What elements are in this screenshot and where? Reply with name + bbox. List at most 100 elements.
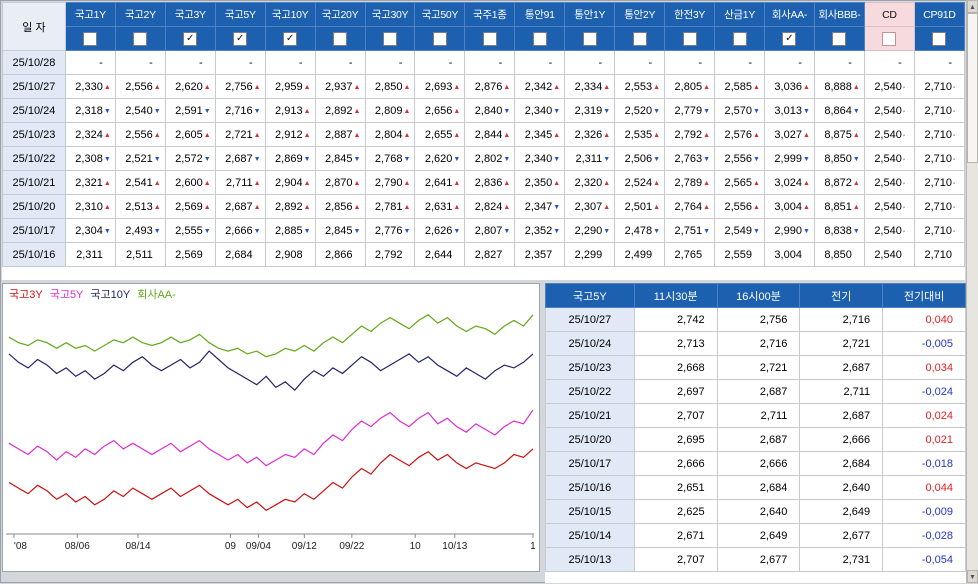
column-header[interactable]: 통안1Y: [564, 2, 616, 27]
detail-date-cell: 25/10/24: [545, 331, 635, 356]
column-header[interactable]: CD: [863, 2, 915, 27]
detail-value-cell: 2,640: [716, 499, 801, 524]
change-up-icon: ▲: [753, 131, 760, 139]
rate-value: 2,824: [474, 200, 503, 213]
change-down-icon: ▼: [203, 107, 211, 115]
detail-row[interactable]: 25/10/13 2,707 2,677 2,731 -0,054: [545, 547, 966, 572]
column-header[interactable]: 국고1Y: [64, 2, 116, 27]
rate-row[interactable]: 25/10/16 2,311 2,511 2,569 2,684 2,908 2,866 2,…: [2, 242, 965, 267]
column-checkbox[interactable]: [133, 31, 148, 46]
change-up-icon: ▲: [103, 179, 111, 187]
column-checkbox-cell: [564, 26, 616, 51]
rate-row[interactable]: 25/10/17 2,304▼ 2,493▼ 2,555▼ 2,666▼ 2,885▼ 2,…: [2, 218, 965, 243]
column-checkbox[interactable]: [932, 31, 947, 46]
column-checkbox[interactable]: [333, 31, 348, 46]
column-header[interactable]: 회사BBB-: [813, 2, 865, 27]
rate-value: 2,541: [125, 176, 153, 189]
detail-row[interactable]: 25/10/22 2,697 2,687 2,711 -0,024: [545, 379, 966, 404]
rate-cell: -: [614, 50, 666, 75]
rate-row[interactable]: 25/10/28 - - - - - - - - - - - - - - - - - -: [2, 50, 965, 75]
column-checkbox[interactable]: [482, 31, 497, 46]
rate-row[interactable]: 25/10/22 2,308▼ 2,521▼ 2,572▼ 2,687▼ 2,869▼ 2,…: [2, 146, 965, 171]
rate-cell: 2,540▪: [863, 74, 915, 99]
column-header[interactable]: 통안91: [514, 2, 566, 27]
column-checkbox[interactable]: [732, 31, 747, 46]
detail-series-header[interactable]: 국고5Y: [545, 283, 635, 308]
change-up-icon: ▲: [303, 83, 311, 91]
rate-value: -: [748, 56, 753, 69]
column-checkbox[interactable]: [532, 31, 547, 46]
detail-row[interactable]: 25/10/17 2,666 2,666 2,684 -0,018: [545, 451, 966, 476]
column-checkbox[interactable]: ✓: [782, 31, 797, 46]
detail-diff-cell: 0,040: [882, 307, 966, 332]
rate-cell: 2,556▲: [114, 74, 166, 99]
detail-row[interactable]: 25/10/23 2,668 2,721 2,687 0,034: [545, 355, 966, 380]
detail-value-cell: 2,677: [799, 523, 884, 548]
detail-value-cell: 2,684: [799, 451, 884, 476]
rate-value: -: [548, 56, 553, 69]
detail-row[interactable]: 25/10/27 2,742 2,756 2,716 0,040: [545, 307, 966, 332]
rate-value: 2,540: [125, 104, 153, 117]
scrollbar-thumb[interactable]: [967, 13, 978, 163]
column-checkbox[interactable]: [382, 31, 397, 46]
detail-row[interactable]: 25/10/14 2,671 2,649 2,677 -0,028: [545, 523, 966, 548]
column-header[interactable]: 회사AA-: [764, 2, 815, 27]
detail-row[interactable]: 25/10/24 2,713 2,716 2,721 -0,005: [545, 331, 966, 356]
change-down-icon: ▼: [103, 107, 111, 115]
change-up-icon: ▲: [253, 131, 261, 139]
column-checkbox[interactable]: [83, 31, 98, 46]
rates-chart: 국고3Y 국고5Y 국고10Y 회사AA- '08 08/06 08/14 09 09/04 0…: [2, 283, 540, 572]
rate-cell: -: [264, 50, 316, 75]
rate-row[interactable]: 25/10/23 2,324▲ 2,556▲ 2,605▲ 2,721▲ 2,912▲ 2,…: [2, 122, 965, 147]
detail-row[interactable]: 25/10/20 2,695 2,687 2,666 0,021: [545, 427, 966, 452]
column-checkbox-cell: ✓: [164, 26, 216, 51]
column-header[interactable]: 국고2Y: [114, 2, 166, 27]
detail-value-cell: 2,687: [799, 403, 884, 428]
rate-row[interactable]: 25/10/21 2,321▲ 2,541▲ 2,600▲ 2,711▲ 2,904▲ 2,…: [2, 170, 965, 195]
rate-row[interactable]: 25/10/27 2,330▲ 2,556▲ 2,620▲ 2,756▲ 2,959▲ 2,…: [2, 74, 965, 99]
vertical-scrollbar[interactable]: ▲ ▼: [966, 0, 978, 583]
rate-cell: 2,887▲: [314, 122, 366, 147]
detail-value-cell: 2,640: [799, 475, 884, 500]
column-header[interactable]: 국고50Y: [414, 2, 466, 27]
scroll-up-icon[interactable]: ▲: [967, 0, 978, 13]
column-checkbox[interactable]: [582, 31, 597, 46]
rate-value: 2,892: [275, 200, 303, 213]
rate-value: -: [648, 56, 653, 69]
change-up-icon: ▲: [303, 179, 311, 187]
daily-rates-grid: 일 자 국고1Y 국고2Y 국고3Y 국고5Y 국고10Y 국고20Y 국고30Y 국고50Y 국…: [2, 2, 965, 267]
column-checkbox[interactable]: [832, 31, 847, 46]
detail-row[interactable]: 25/10/16 2,651 2,684 2,640 0,044: [545, 475, 966, 500]
rate-value: 2,763: [674, 152, 703, 165]
rate-cell: 8,864▼: [813, 98, 865, 123]
column-checkbox[interactable]: ✓: [233, 31, 248, 46]
detail-row[interactable]: 25/10/15 2,625 2,640 2,649 -0,009: [545, 499, 966, 524]
scroll-down-icon[interactable]: ▼: [967, 570, 978, 583]
column-header[interactable]: 국주1종: [464, 2, 516, 27]
change-down-icon: ▼: [603, 107, 611, 115]
detail-value-cell: 2,731: [799, 547, 884, 572]
detail-row[interactable]: 25/10/21 2,707 2,711 2,687 0,024: [545, 403, 966, 428]
rate-value: 2,756: [225, 80, 253, 93]
column-checkbox[interactable]: ✓: [183, 31, 198, 46]
column-header[interactable]: 국고30Y: [364, 2, 416, 27]
column-checkbox[interactable]: [432, 31, 447, 46]
column-checkbox-cell: [64, 26, 116, 51]
column-header[interactable]: CP91D: [913, 2, 965, 27]
column-header[interactable]: 통안2Y: [614, 2, 666, 27]
column-checkbox[interactable]: [882, 31, 897, 46]
column-checkbox[interactable]: ✓: [283, 31, 298, 46]
column-header[interactable]: 산금1Y: [714, 2, 766, 27]
column-header[interactable]: 국고10Y: [264, 2, 316, 27]
column-header[interactable]: 한전3Y: [664, 2, 716, 27]
rate-row[interactable]: 25/10/20 2,310▲ 2,513▲ 2,569▲ 2,687▲ 2,892▲ 2,…: [2, 194, 965, 219]
column-header[interactable]: 국고3Y: [164, 2, 216, 27]
rate-cell: 2,334▲: [564, 74, 616, 99]
rate-row[interactable]: 25/10/24 2,318▼ 2,540▼ 2,591▼ 2,716▼ 2,913▲ 2,…: [2, 98, 965, 123]
change-up-icon: ▲: [653, 203, 661, 211]
column-header[interactable]: 국고20Y: [314, 2, 366, 27]
rate-value: 2,345: [524, 128, 553, 141]
column-checkbox[interactable]: [682, 31, 697, 46]
column-checkbox[interactable]: [632, 31, 647, 46]
column-header[interactable]: 국고5Y: [214, 2, 266, 27]
